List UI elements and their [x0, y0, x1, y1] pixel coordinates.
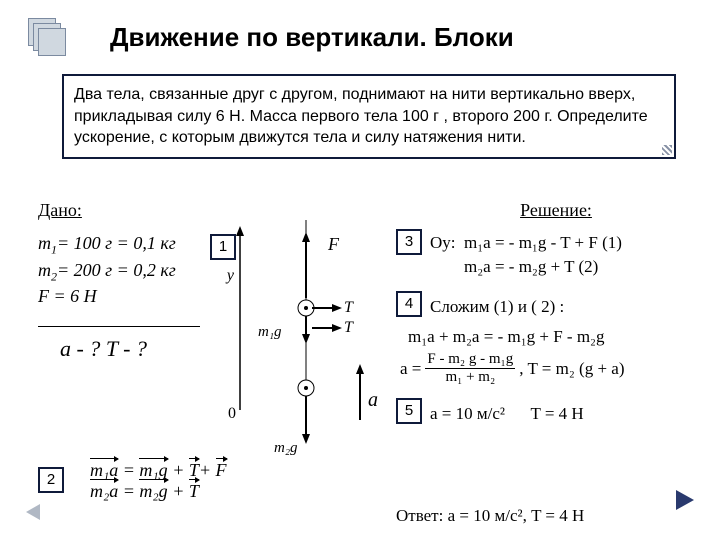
slide-icon-stack — [28, 18, 64, 54]
svg-text:F: F — [327, 234, 340, 254]
step-box-2: 2 — [38, 467, 64, 493]
problem-statement-box: Два тела, связанные друг с другом, подни… — [62, 74, 676, 159]
given-block: Дано: m1= 100 г = 0,1 кг m2= 200 г = 0,2… — [38, 200, 176, 309]
step-box-5: 5 — [396, 398, 422, 424]
given-line-2: m2= 200 г = 0,2 кг — [38, 260, 176, 285]
svg-text:m₁g: m₁g — [258, 324, 282, 340]
given-line-3: F = 6 Н — [38, 286, 176, 307]
answer-line: Ответ: a = 10 м/с², T = 4 Н — [396, 506, 584, 526]
vec-eq-2: m₂a = m₂g + T — [90, 481, 227, 502]
find-line: a - ? T - ? — [60, 336, 147, 362]
results-line: a = 10 м/с² T = 4 Н — [430, 402, 584, 424]
solution-block: Решение: 3 Oy: m₁a = - m₁g - T + F (1) m… — [396, 200, 716, 428]
step-box-1: 1 — [210, 234, 236, 260]
svg-text:a: a — [368, 389, 378, 411]
prev-arrow-icon[interactable] — [26, 504, 40, 520]
given-heading: Дано: — [38, 200, 176, 221]
vector-equations: m₁a = m₁g + T+ F m₂a = m₂g + T — [90, 460, 227, 502]
step-box-4: 4 — [396, 291, 422, 317]
solution-heading: Решение: — [396, 200, 716, 221]
given-divider — [38, 326, 200, 327]
given-line-1: m1= 100 г = 0,1 кг — [38, 233, 176, 258]
problem-text: Два тела, связанные друг с другом, подни… — [74, 86, 648, 146]
add-label: Сложим (1) и ( 2) : — [430, 295, 564, 317]
svg-text:T: T — [344, 319, 354, 336]
a-fraction-line: a = F - m₂ g - m₁g m₁ + m₂ , T = m₂ (g +… — [400, 351, 716, 386]
svg-text:T: T — [344, 299, 354, 316]
vec-eq-1: m₁a = m₁g + T+ F — [90, 460, 227, 481]
oy-eq2: m₂a = - m₂g + T (2) — [464, 257, 622, 277]
svg-text:0: 0 — [228, 405, 236, 422]
step-box-3: 3 — [396, 229, 422, 255]
next-arrow-icon[interactable] — [676, 490, 694, 510]
svg-text:m₂g: m₂g — [274, 440, 298, 456]
oy-eq1: Oy: m₁a = - m₁g - T + F (1) — [430, 233, 622, 253]
page-title: Движение по вертикали. Блоки — [110, 22, 514, 53]
force-diagram: у 0 F T m₁g T m₂g a 1 — [210, 220, 400, 480]
resize-corner-icon — [662, 145, 672, 155]
svg-text:у: у — [225, 267, 235, 284]
sum-eq: m₁a + m₂a = - m₁g + F - m₂g — [408, 327, 716, 347]
